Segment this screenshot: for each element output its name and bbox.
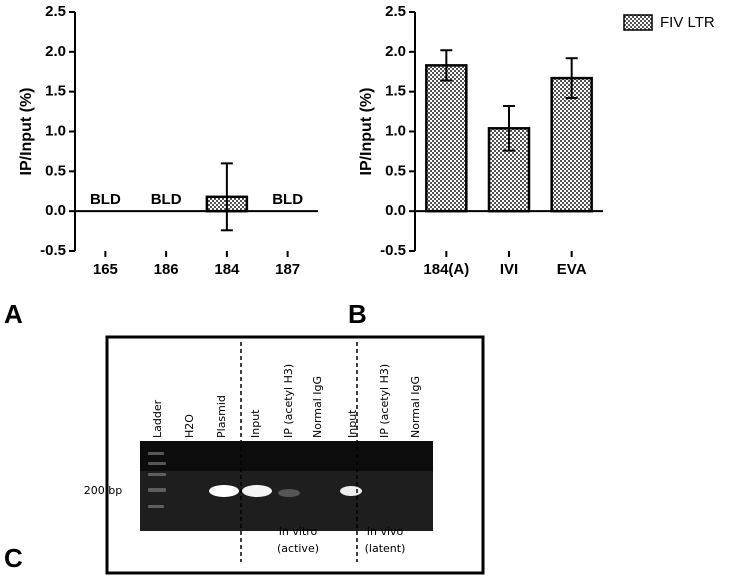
size-marker: 200 bp <box>84 484 122 497</box>
lane-label: Plasmid <box>215 395 228 438</box>
y-tick-label: -0.5 <box>40 242 66 259</box>
legend-label: FIV LTR <box>660 14 715 31</box>
legend-swatch <box>623 14 653 31</box>
value-label: BLD <box>90 191 121 208</box>
y-axis-label: IP/Input (%) <box>358 88 375 176</box>
lane-label: H2O <box>183 414 196 438</box>
lane-label: Ladder <box>151 399 164 438</box>
y-tick-label: 1.0 <box>45 122 66 139</box>
band <box>340 486 362 496</box>
lane-label: IP (acetyl H3) <box>378 364 391 438</box>
group-label: In vivo <box>367 525 404 538</box>
bar <box>425 64 468 213</box>
y-tick-label: 2.5 <box>45 3 66 20</box>
gel-shade <box>140 441 433 471</box>
panel-label: B <box>348 299 367 329</box>
group-label: (latent) <box>365 542 406 555</box>
y-tick-label: 2.5 <box>385 3 406 20</box>
lane-label: Input <box>346 409 359 438</box>
x-tick-label: 187 <box>275 261 300 278</box>
panel-label: C <box>4 543 23 573</box>
x-tick-label: IVI <box>500 261 518 278</box>
band <box>278 489 300 497</box>
gel-panel: 200 bp In vitro (active) In vivo (latent… <box>84 335 485 575</box>
band <box>209 485 239 497</box>
y-tick-label: 1.0 <box>385 122 406 139</box>
bar <box>550 76 593 213</box>
band <box>242 485 272 497</box>
y-tick-label: 0.0 <box>45 202 66 219</box>
y-tick-label: 1.5 <box>45 83 66 100</box>
lane-label: Normal IgG <box>409 376 422 438</box>
value-label: BLD <box>272 191 303 208</box>
y-tick-label: -0.5 <box>380 242 406 259</box>
group-label: (active) <box>277 542 319 555</box>
group-label: In vitro <box>279 525 318 538</box>
y-tick-label: 0.5 <box>385 162 406 179</box>
y-tick-label: 0.5 <box>45 162 66 179</box>
lane-label: IP (acetyl H3) <box>282 364 295 438</box>
ladder <box>148 452 166 508</box>
panel-label: A <box>4 299 23 329</box>
y-tick-label: 2.0 <box>45 43 66 60</box>
lane-label: Normal IgG <box>311 376 324 438</box>
x-tick-label: 184 <box>214 261 240 278</box>
x-tick-label: EVA <box>557 261 587 278</box>
y-tick-label: 0.0 <box>385 202 406 219</box>
x-tick-label: 186 <box>154 261 179 278</box>
x-tick-label: 184(A) <box>423 261 469 278</box>
lane-label: Input <box>249 409 262 438</box>
value-label: BLD <box>151 191 182 208</box>
x-tick-label: 165 <box>93 261 118 278</box>
y-axis-label: IP/Input (%) <box>18 88 35 176</box>
y-tick-label: 1.5 <box>385 83 406 100</box>
y-tick-label: 2.0 <box>385 43 406 60</box>
